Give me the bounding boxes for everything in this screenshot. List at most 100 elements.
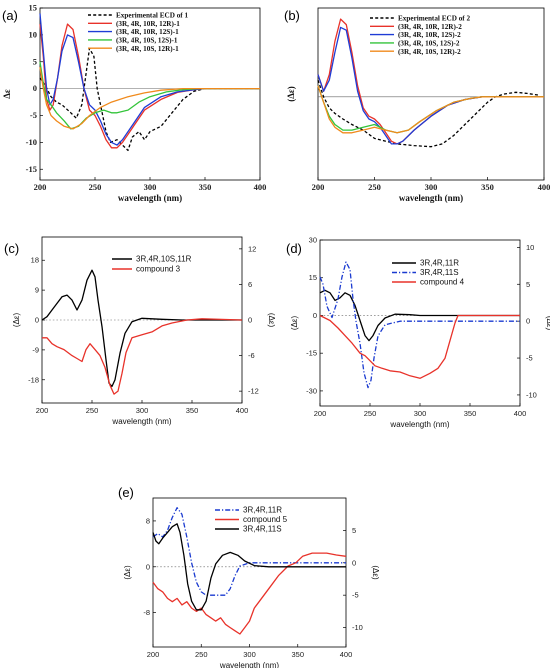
y-tick-label: -30 (306, 386, 317, 395)
series-line-5 (317, 85, 544, 134)
x-tick-label: 300 (144, 182, 157, 192)
y-tick-label: -5 (30, 110, 37, 120)
y2-tick-label: 5 (526, 280, 530, 289)
x-tick-label: 200 (147, 650, 160, 659)
y-tick-label: 0 (35, 316, 39, 325)
y-tick-label: 0 (313, 311, 317, 320)
series-line-3 (39, 13, 260, 146)
y-tick-label: 18 (31, 256, 39, 265)
x-tick-label: 400 (254, 182, 267, 192)
y-tick-label: -15 (306, 349, 317, 358)
series-line-1 (152, 507, 346, 596)
legend-label: (3R, 4R, 10S, 12R)-1 (116, 45, 179, 53)
x-tick-label: 350 (199, 182, 212, 192)
y-tick-label: -10 (26, 137, 37, 147)
series-line-1 (41, 269, 242, 388)
legend-label: compound 5 (243, 515, 288, 524)
y-tick-label: 30 (309, 236, 317, 245)
series-line-5 (39, 67, 260, 130)
series-line-2 (152, 552, 347, 635)
y2-tick-label: 6 (248, 280, 252, 289)
legend-label: Experimental ECD of 2 (398, 15, 470, 23)
x-tick-label: 200 (36, 406, 49, 415)
series-line-2 (319, 261, 520, 389)
y-axis-label: (Δε) (286, 86, 296, 101)
y2-tick-label: -6 (248, 351, 255, 360)
legend-label: Experimental ECD of 1 (116, 12, 188, 20)
series-line-2 (42, 318, 243, 395)
series-line-2 (39, 23, 260, 149)
legend-label: (3R, 4R, 10S, 12R)-2 (398, 48, 461, 56)
x-tick-label: 400 (340, 650, 353, 659)
series-line-4 (39, 61, 260, 130)
panel-letter: (b) (284, 8, 300, 23)
y2-axis-label: (Δε) (267, 313, 276, 328)
x-axis-label: wavelength (nm) (118, 193, 182, 203)
y2-tick-label: 0 (248, 316, 252, 325)
y-tick-label: -8 (143, 608, 150, 617)
y-axis-label: Δε (2, 89, 12, 99)
chart-panel-5: (e) 200 250 300 350 400 -8 0 8 -10 -5 0 5 wavelength … (118, 485, 380, 668)
legend-label: 3R,4R,11S (420, 268, 459, 277)
x-tick-label: 200 (314, 409, 327, 418)
x-tick-label: 300 (136, 406, 149, 415)
x-tick-label: 300 (243, 650, 256, 659)
x-tick-label: 350 (291, 650, 304, 659)
y2-tick-label: -12 (248, 387, 259, 396)
y-tick-label: 0 (146, 562, 150, 571)
y-tick-label: 15 (29, 3, 38, 13)
x-tick-label: 250 (89, 182, 102, 192)
y2-tick-label: 12 (248, 244, 256, 253)
y2-tick-label: 0 (526, 317, 530, 326)
y-axis-label: (Δε) (290, 316, 299, 331)
x-tick-label: 400 (538, 182, 550, 192)
legend-label: (3R, 4R, 10R, 12S)-1 (116, 28, 179, 36)
chart-panel-2: (b) 200 250 300 350 400 wavelength (nm) (Δε) Exp… (284, 7, 550, 203)
legend-label: 3R,4R,11R (420, 259, 459, 268)
y-tick-label: -15 (26, 164, 37, 174)
y-tick-label: 15 (309, 273, 317, 282)
y2-tick-label: -5 (352, 591, 359, 600)
legend-label: (3R, 4R, 10R, 12R)-1 (116, 20, 180, 28)
series-line-1 (39, 47, 260, 152)
y-tick-label: 8 (146, 516, 150, 525)
y-tick-label: 0 (33, 83, 37, 93)
series-line-3 (317, 26, 544, 145)
legend: Experimental ECD of 2(3R, 4R, 10R, 12R)-… (370, 15, 470, 56)
legend-label: 3R,4R,11S (243, 525, 282, 534)
legend-label: (3R, 4R, 10R, 12S)-2 (398, 31, 461, 39)
y2-axis-label: (Δε) (545, 316, 550, 331)
y2-tick-label: 5 (352, 526, 356, 535)
x-tick-label: 400 (514, 409, 527, 418)
chart-panel-1: (a) 200 250 300 350 400 -15 -10 -5 0 5 10 15 waveleng… (2, 3, 266, 204)
y2-tick-label: -5 (526, 354, 533, 363)
legend-label: (3R, 4R, 10R, 12R)-2 (398, 23, 462, 31)
x-tick-label: 300 (425, 182, 438, 192)
x-tick-label: 350 (481, 182, 494, 192)
series-line-1 (319, 289, 520, 342)
series-line-3 (319, 314, 520, 379)
series-line-3 (152, 523, 346, 611)
series-line-1 (317, 79, 539, 148)
y-tick-label: -18 (28, 375, 39, 384)
x-tick-label: 250 (368, 182, 381, 192)
panel-letter: (a) (2, 8, 18, 23)
x-tick-label: 300 (414, 409, 427, 418)
legend-label: compound 3 (136, 265, 181, 274)
legend-label: 3R,4R,11R (243, 506, 282, 515)
x-tick-label: 250 (195, 650, 208, 659)
legend-label: compound 4 (420, 278, 465, 287)
y2-tick-label: -10 (526, 390, 537, 399)
legend-label: (3R, 4R, 10S, 12S)-1 (116, 37, 178, 45)
x-axis-label: wavelength (nm) (389, 420, 449, 429)
chart-panel-4: (d) 200 250 300 350 400 -30 -15 0 15 30 -10 -5 0 5 10 wa… (286, 236, 550, 430)
x-tick-label: 250 (364, 409, 377, 418)
panel-letter: (c) (4, 241, 19, 256)
x-tick-label: 250 (86, 406, 99, 415)
y2-tick-label: 0 (352, 558, 356, 567)
y-axis-label: (Δε) (123, 565, 132, 580)
x-tick-label: 350 (186, 406, 199, 415)
